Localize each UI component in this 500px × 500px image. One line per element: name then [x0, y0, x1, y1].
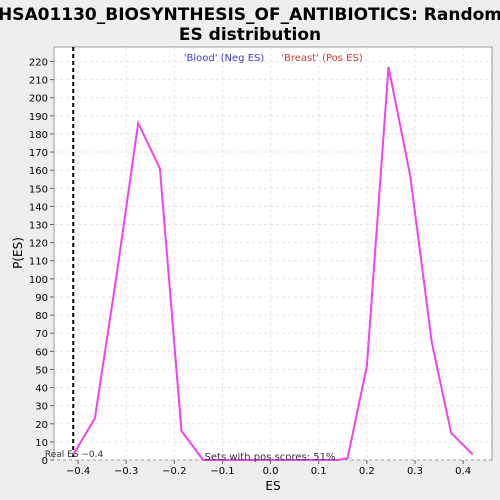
es-distribution-line: [72, 66, 474, 461]
x-tick-label: −0.3: [114, 466, 138, 477]
y-tick-label: 110: [29, 257, 48, 268]
series-group: [72, 66, 474, 461]
y-tick-label: 40: [35, 384, 48, 395]
y-tick-label: 100: [29, 275, 48, 286]
y-axis-label: P(ES): [11, 237, 25, 269]
x-tick-label: 0.0: [263, 466, 279, 477]
x-tick-label: −0.2: [162, 466, 186, 477]
y-tick-label: 30: [35, 402, 48, 413]
x-tick-label: 0.2: [359, 466, 375, 477]
chart-title-line1: HSA01130_BIOSYNTHESIS_OF_ANTIBIOTICS: Ra…: [0, 5, 500, 25]
pos-scores-annotation: Sets with pos scores: 51%: [205, 452, 336, 463]
x-tick-label: 0.3: [407, 466, 423, 477]
x-tick-label: 0.4: [455, 466, 471, 477]
legend-neg-es: 'Blood' (Neg ES): [184, 53, 265, 64]
x-tick-label: −0.1: [210, 466, 234, 477]
y-tick-label: 140: [29, 202, 48, 213]
y-tick-label: 0: [42, 456, 48, 467]
y-tick-label: 160: [29, 166, 48, 177]
y-tick-label: 150: [29, 184, 48, 195]
y-tick-label: 190: [29, 112, 48, 123]
x-axis-ticks: −0.4 −0.3 −0.2 −0.1 0.0 0.1 0.2 0.3 0.4: [66, 460, 471, 477]
x-tick-label: −0.4: [66, 466, 90, 477]
y-tick-label: 180: [29, 130, 48, 141]
y-tick-label: 20: [35, 420, 48, 431]
y-tick-label: 120: [29, 239, 48, 250]
legend-pos-es: 'Breast' (Pos ES): [281, 53, 363, 64]
y-axis-ticks: 0 10 20 30 40 50 60 70 80 90 100 110 120 130 140 150 160…: [29, 57, 54, 467]
y-tick-label: 170: [29, 148, 48, 159]
y-tick-label: 90: [35, 293, 48, 304]
y-tick-label: 10: [35, 438, 48, 449]
y-tick-label: 70: [35, 329, 48, 340]
y-tick-label: 220: [29, 57, 48, 68]
y-tick-label: 60: [35, 347, 48, 358]
chart-title-line2: ES distribution: [179, 25, 321, 45]
y-tick-label: 210: [29, 76, 48, 87]
x-tick-label: 0.1: [311, 466, 327, 477]
y-tick-label: 200: [29, 94, 48, 105]
y-tick-label: 130: [29, 221, 48, 232]
y-tick-label: 80: [35, 311, 48, 322]
y-tick-label: 50: [35, 365, 48, 376]
x-axis-label: ES: [265, 479, 280, 493]
